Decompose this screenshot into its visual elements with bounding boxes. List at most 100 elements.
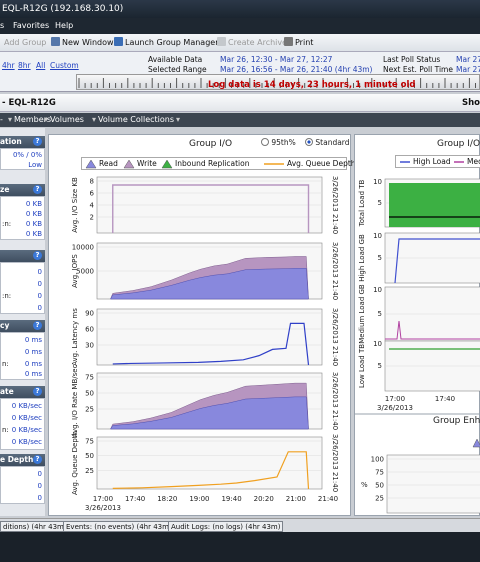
y-tick-label: 5: [378, 310, 382, 318]
radio-standard[interactable]: Standard: [305, 138, 350, 147]
y-axis-label: Avg. Latency ms: [71, 308, 79, 366]
available-data-label: Available Data: [148, 55, 203, 64]
x-date-label: 3/26/2013: [377, 404, 413, 412]
panel-title: cy: [0, 321, 10, 330]
panel-value: 0: [37, 494, 42, 502]
y-tick-label: 6: [90, 190, 95, 198]
chart-plot-area: [96, 308, 323, 366]
radio-95th-label: 95th%: [271, 138, 296, 147]
next-poll-value: Mar 27,: [456, 65, 480, 74]
y-axis-label: Avg. IOPS: [71, 254, 79, 288]
x-date-label: 3/26/2013: [85, 504, 121, 512]
y-tick-label: 8: [90, 178, 94, 186]
help-icon[interactable]: ?: [33, 387, 42, 396]
series-read-area: [110, 396, 309, 430]
launch-group-manager-button[interactable]: Launch Group Manager: [114, 34, 218, 52]
new-window-button[interactable]: New Window: [51, 34, 114, 52]
nav-partial[interactable]: -: [0, 115, 3, 124]
last-poll-value: Mar 27,: [456, 55, 480, 64]
y-tick-label: 50: [375, 482, 384, 490]
range-custom-link[interactable]: Custom: [50, 61, 79, 70]
y-tick-label: 5000: [76, 268, 94, 276]
y-tick-label: 90: [85, 310, 94, 318]
x-tick-label: 21:40: [318, 495, 338, 503]
nav-separator: ▾: [44, 115, 49, 124]
manager-icon: [114, 37, 123, 46]
x-tick-label: 17:00: [385, 395, 405, 403]
print-button[interactable]: Print: [284, 34, 313, 52]
menu-bar: s Favorites Help: [0, 18, 480, 34]
help-icon[interactable]: ?: [33, 251, 42, 260]
series-total-load-area: [389, 183, 480, 227]
chart-timestamp: 3/26/2013 21:40: [331, 242, 339, 300]
panel-value: 0 KB: [25, 230, 42, 238]
title-bar: EQL-R12G (192.168.30.10): [0, 0, 480, 18]
panel-label: :n:: [2, 220, 12, 228]
panel-replication: 0% / 0% Low: [0, 148, 45, 170]
status-tab-audit-logs[interactable]: Audit Logs: (no logs) (4hr 43m): [168, 521, 284, 532]
panel-value: 0 ms: [24, 370, 42, 378]
range-8hr-link[interactable]: 8hr: [18, 61, 31, 70]
y-tick-label: 4: [90, 202, 95, 210]
y-tick-label: 5: [378, 362, 382, 370]
help-icon[interactable]: ?: [33, 321, 42, 330]
menu-item-partial[interactable]: s: [0, 21, 5, 30]
status-tab-events[interactable]: Events: (no events) (4hr 43m): [63, 521, 175, 532]
menu-item-favorites[interactable]: Favorites: [13, 21, 50, 30]
y-tick-label: 75: [85, 438, 94, 446]
radio-95th-circle[interactable]: [261, 138, 269, 146]
group-io-charts: 8 6 4 2 Avg. I/O Size KB 3/26/2013 21:40 10000…: [71, 176, 339, 512]
load-panel-title: Group I/O: [437, 139, 480, 149]
help-icon[interactable]: ?: [33, 455, 42, 464]
next-poll-label: Next Est. Poll Time: [383, 65, 453, 74]
nav-volumes[interactable]: Volumes: [50, 115, 84, 124]
help-icon[interactable]: ?: [33, 185, 42, 194]
load-legend-swatches: [400, 161, 464, 163]
window-icon: [51, 37, 60, 46]
panel-value: 0: [37, 292, 42, 300]
y-tick-label: 5: [378, 254, 382, 262]
range-4hr-link[interactable]: 4hr: [2, 61, 15, 70]
panel-value: 0 KB/sec: [11, 414, 42, 422]
help-icon[interactable]: ?: [33, 137, 42, 146]
print-label: Print: [295, 38, 314, 47]
create-archive-label: Create Archive: [228, 38, 288, 47]
nav-members[interactable]: Members: [14, 115, 52, 124]
y-tick-label: 60: [85, 326, 94, 334]
printer-icon: [284, 37, 293, 46]
panel-label: n:: [2, 426, 9, 434]
enhancement-legend-swatch: [472, 438, 480, 448]
x-tick-label: 18:20: [157, 495, 177, 503]
selected-range-label: Selected Range: [148, 65, 207, 74]
series-medium-load-line: [385, 320, 480, 340]
panel-value: 0 ms: [24, 360, 42, 368]
radio-95th[interactable]: 95th%: [261, 138, 296, 147]
panel-title: e Depth: [0, 455, 34, 464]
panel-value: 0: [37, 304, 42, 312]
time-range-slider[interactable]: [76, 74, 480, 90]
panel-latency: 0 ms 0 ms 0 ms n: 0 ms: [0, 332, 45, 380]
create-archive-button[interactable]: Create Archive: [217, 34, 287, 52]
legend-write: Write: [137, 159, 157, 168]
group-io-legend: Read Write Inbound Replication Avg. Queu…: [81, 157, 356, 170]
chart-timestamp: 3/26/2013 21:40: [331, 434, 339, 492]
radio-standard-circle[interactable]: [305, 138, 313, 146]
range-all-link[interactable]: All: [36, 61, 46, 70]
panel-value: 0: [37, 268, 42, 276]
y-tick-label: 25: [375, 495, 384, 503]
chart-timestamp: 3/26/2013 21:40: [331, 176, 339, 234]
panel-value: 0: [37, 470, 42, 478]
panel-value: 0 KB/sec: [11, 438, 42, 446]
nav-volume-collections[interactable]: Volume Collections: [98, 115, 175, 124]
legend-write-swatch: [123, 159, 135, 169]
nav-separator: ▾: [92, 115, 97, 124]
toolbar: Add Group New Window Launch Group Manage…: [0, 34, 480, 52]
chart-plot-area: [96, 436, 323, 490]
panel-value: 0 ms: [24, 348, 42, 356]
legend-avg-queue-depth: Avg. Queue Depth: [287, 159, 356, 168]
status-tab-conditions[interactable]: ditions) (4hr 43m): [0, 521, 70, 532]
show-toggle[interactable]: Sho: [462, 98, 480, 108]
y-tick-label: 100: [371, 456, 384, 464]
menu-item-help[interactable]: Help: [55, 21, 74, 30]
legend-inbound-replication: Inbound Replication: [175, 159, 250, 168]
